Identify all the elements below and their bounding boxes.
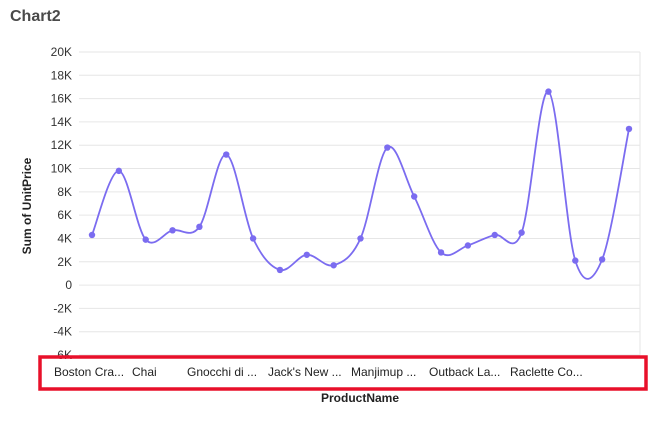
chart-title: Chart2 [10,8,61,25]
x-category-label: Outback La... [429,365,500,379]
y-tick-label: 6K [57,208,72,222]
y-tick-label: 18K [51,68,72,82]
data-point-5[interactable] [223,151,230,158]
data-point-17[interactable] [545,88,552,95]
y-tick-label: -4K [53,325,72,339]
series-line [91,90,630,280]
data-point-14[interactable] [464,242,472,249]
data-point-7[interactable] [276,266,284,274]
data-point-1[interactable] [115,167,123,175]
y-tick-label: 16K [51,92,72,106]
data-point-18[interactable] [572,257,579,264]
y-axis-title: Sum of UnitPrice [20,157,34,254]
data-point-16[interactable] [518,229,525,236]
y-tick-label: 8K [57,185,72,199]
data-point-13[interactable] [437,249,445,256]
y-tick-label: 0 [65,278,72,292]
data-point-3[interactable] [169,227,176,234]
y-tick-label: 14K [51,115,72,129]
data-point-10[interactable] [357,235,364,242]
x-axis-category-labels: Boston Cra... Chai Gnocchi di ... Jack's Ne… [54,365,583,379]
y-tick-label: 20K [51,45,72,59]
x-axis-title: ProductName [321,391,399,405]
x-category-label: Gnocchi di ... [187,365,257,379]
data-point-2[interactable] [142,236,149,243]
x-category-label: Jack's New ... [268,365,342,379]
data-point-19[interactable] [598,256,606,263]
y-tick-label: 4K [57,231,72,245]
x-category-label: Manjimup ... [351,365,416,379]
y-tick-label: -6K [53,348,72,362]
data-point-15[interactable] [491,231,498,239]
data-point-0[interactable] [88,231,96,239]
x-category-label: Boston Cra... [54,365,124,379]
highlight-box [38,355,648,391]
data-points-layer [88,88,633,274]
grid-layer [79,51,641,356]
y-tick-label: 10K [51,162,72,176]
y-tick-label: 12K [51,138,72,152]
x-category-label: Chai [132,365,157,379]
data-point-12[interactable] [411,193,418,200]
y-tick-label: 2K [57,255,72,269]
x-category-label: Raclette Co... [510,365,583,379]
data-point-20[interactable] [625,125,633,133]
data-point-6[interactable] [249,235,257,242]
data-point-11[interactable] [384,144,391,151]
data-point-9[interactable] [330,262,337,269]
series-line-layer [91,90,630,280]
y-tick-label: -2K [53,301,72,315]
y-axis-ticks: 20K 18K 16K 14K 12K 10K 8K 6K 4K 2K 0 -2K -4K -6K [51,45,73,362]
data-point-4[interactable] [196,223,203,231]
data-point-8[interactable] [303,251,310,258]
